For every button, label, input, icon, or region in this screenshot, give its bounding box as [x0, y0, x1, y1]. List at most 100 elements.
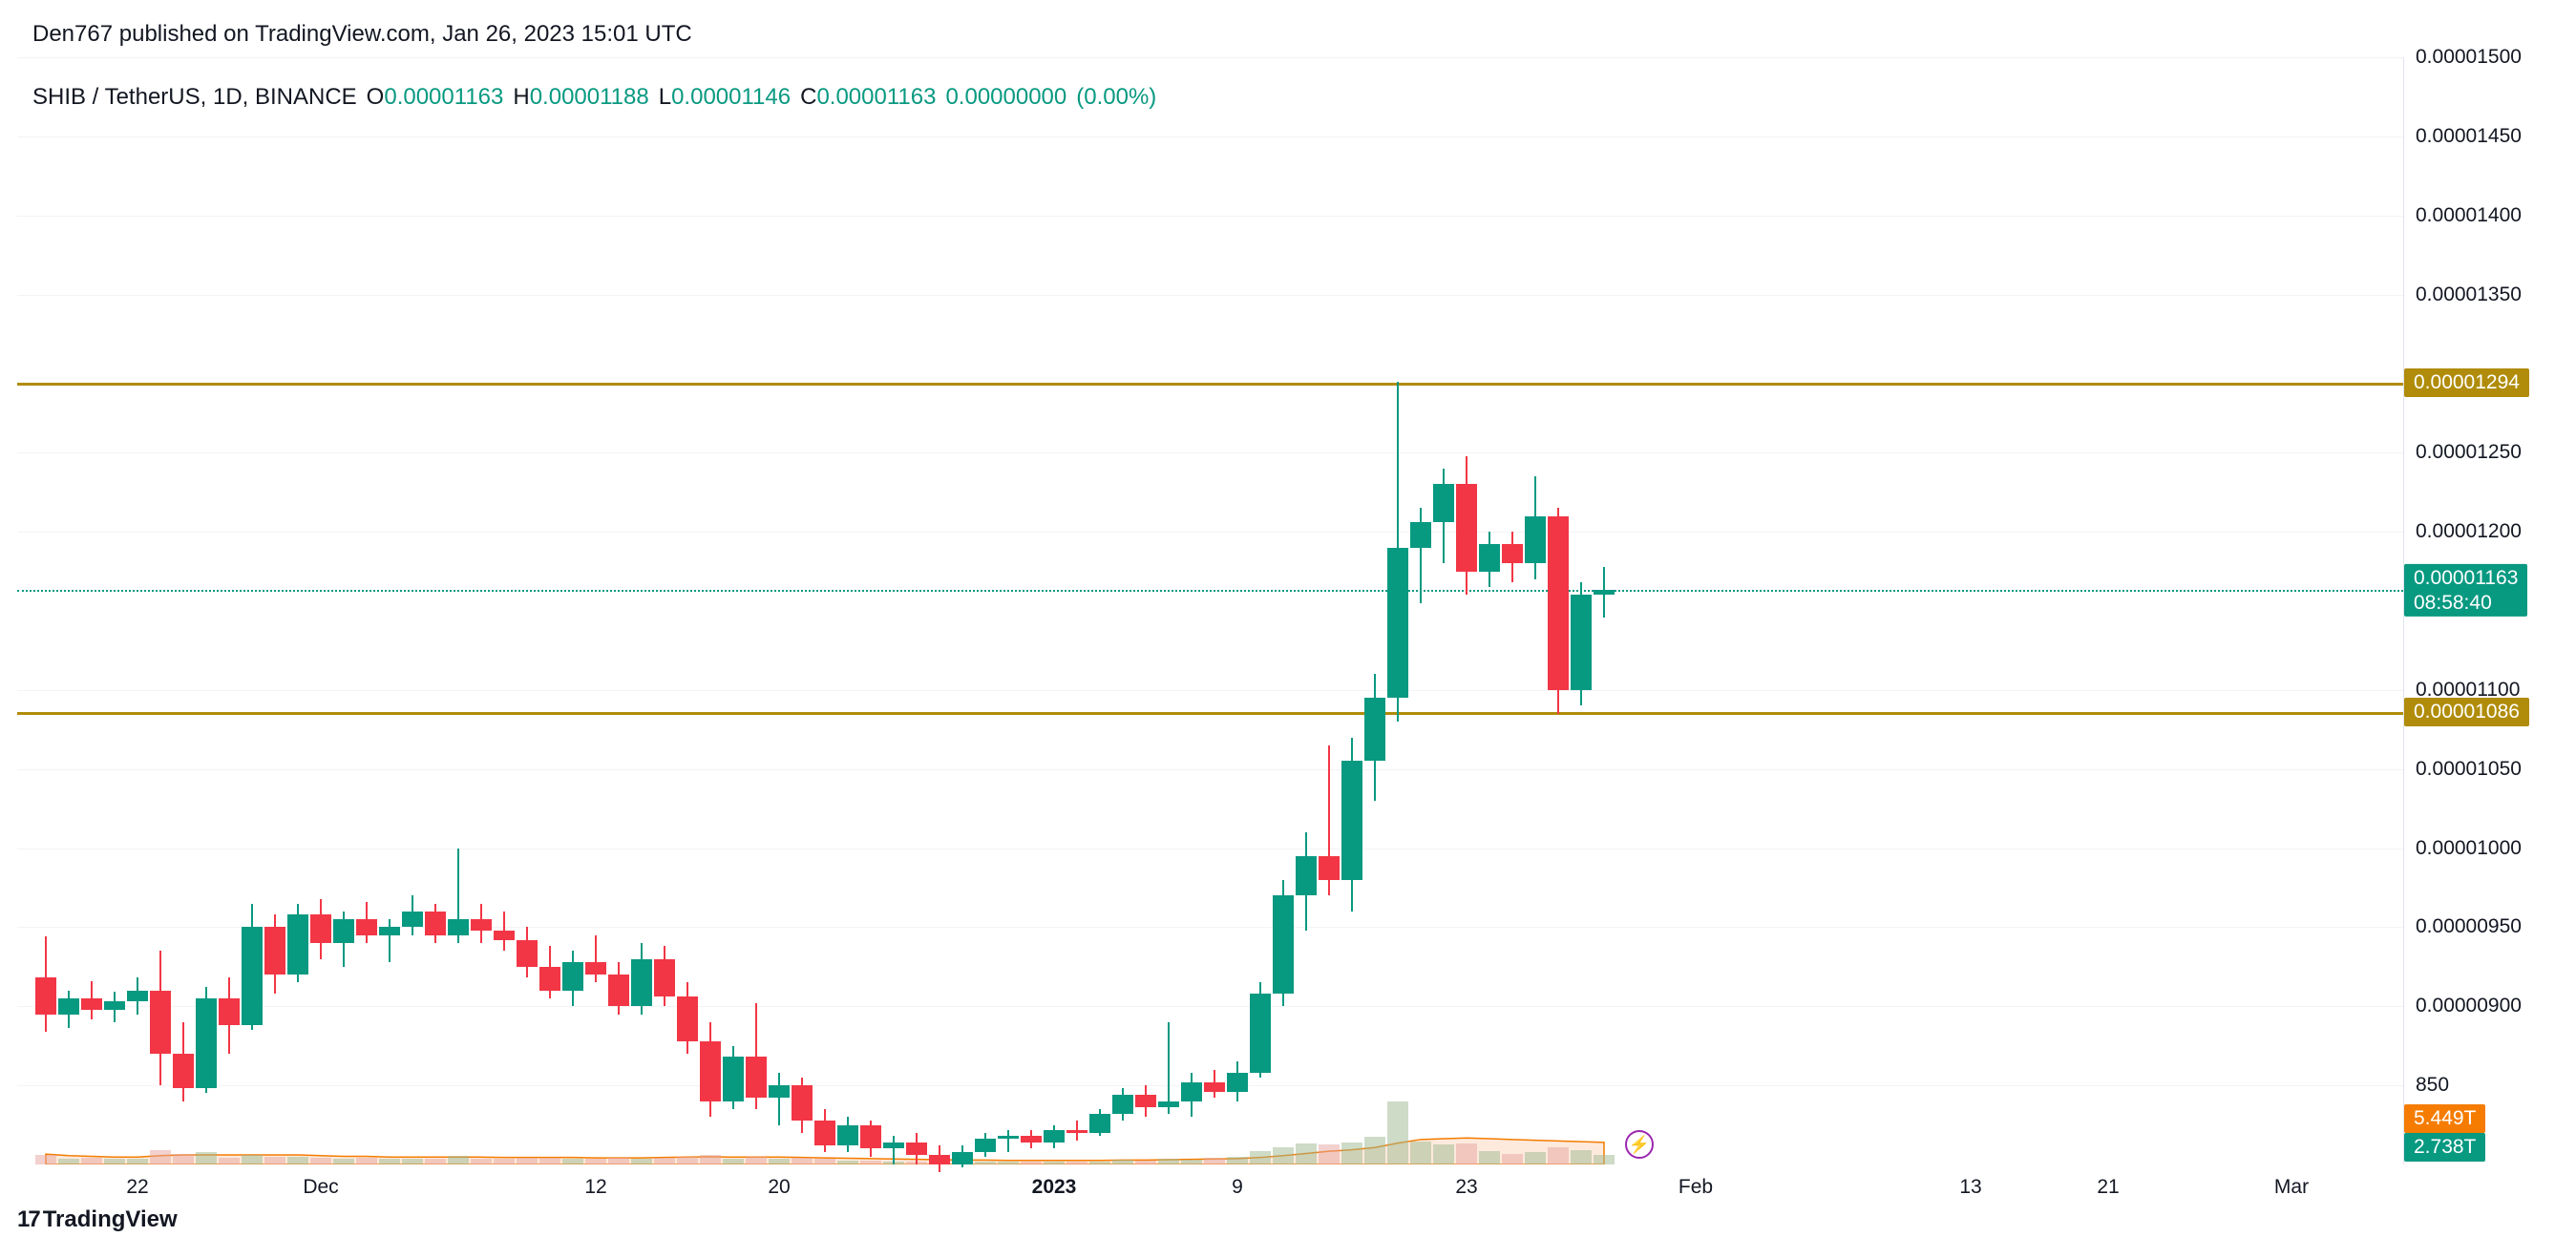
candle: [104, 57, 125, 1164]
price-chart[interactable]: ⚡: [17, 57, 2404, 1164]
candle: [35, 57, 56, 1164]
candle: [1044, 57, 1065, 1164]
candle: [1502, 57, 1523, 1164]
candle: [196, 57, 217, 1164]
candle: [1250, 57, 1271, 1164]
candle: [1112, 57, 1133, 1164]
yaxis-tick-label: 0.00001200: [2416, 520, 2522, 543]
candle: [539, 57, 560, 1164]
publish-timestamp: Jan 26, 2023 15:01 UTC: [442, 21, 692, 47]
candle: [1273, 57, 1294, 1164]
lightning-icon[interactable]: ⚡: [1625, 1130, 1654, 1159]
candle: [448, 57, 469, 1164]
candle: [1433, 57, 1454, 1164]
candle: [1066, 57, 1087, 1164]
publish-text: published on TradingView.com,: [119, 21, 436, 47]
candle: [929, 57, 950, 1164]
candle: [677, 57, 698, 1164]
candle: [1158, 57, 1179, 1164]
candle: [264, 57, 285, 1164]
xaxis-tick-label: 20: [768, 1176, 790, 1199]
candle: [494, 57, 515, 1164]
xaxis-tick-label: Dec: [303, 1176, 338, 1199]
candle: [746, 57, 767, 1164]
candle: [127, 57, 148, 1164]
candle: [1341, 57, 1362, 1164]
candle: [58, 57, 79, 1164]
candle: [837, 57, 858, 1164]
candle: [769, 57, 790, 1164]
yaxis-tick-label: 0.00000900: [2416, 995, 2522, 1017]
xaxis-tick-label: 2023: [1032, 1176, 1077, 1199]
candle: [287, 57, 308, 1164]
candle: [310, 57, 331, 1164]
hline-price-label: 0.00001086: [2404, 698, 2529, 726]
candle: [860, 57, 881, 1164]
candle: [1571, 57, 1592, 1164]
candle: [1227, 57, 1248, 1164]
tradingview-logo-icon: 17: [17, 1206, 35, 1233]
yaxis-tick-label: 0.00001350: [2416, 283, 2522, 306]
xaxis-tick-label: Feb: [1679, 1176, 1713, 1199]
candle: [654, 57, 675, 1164]
yaxis-tick-label: 0.00001400: [2416, 204, 2522, 227]
candle: [242, 57, 263, 1164]
volume-ma-label: 5.449T: [2404, 1104, 2485, 1133]
candle: [723, 57, 744, 1164]
xaxis-tick-label: Mar: [2274, 1176, 2309, 1199]
candle: [219, 57, 240, 1164]
xaxis-tick-label: 22: [126, 1176, 148, 1199]
volume-current-label: 2.738T: [2404, 1133, 2485, 1162]
xaxis-tick-label: 12: [584, 1176, 606, 1199]
candle: [333, 57, 354, 1164]
candle: [1135, 57, 1156, 1164]
candle: [1181, 57, 1202, 1164]
candle: [425, 57, 446, 1164]
candle: [814, 57, 835, 1164]
candle: [975, 57, 996, 1164]
hline-price-label: 0.00001294: [2404, 368, 2529, 397]
tradingview-label: TradingView: [43, 1206, 178, 1233]
yaxis-tick-label: 0.00001450: [2416, 125, 2522, 148]
yaxis-tick-label: 0.00001050: [2416, 758, 2522, 781]
candle: [1387, 57, 1408, 1164]
candle: [150, 57, 171, 1164]
candle: [81, 57, 102, 1164]
candle: [1021, 57, 1042, 1164]
xaxis-tick-label: 9: [1232, 1176, 1243, 1199]
candle: [585, 57, 606, 1164]
tradingview-attribution: 17 TradingView: [17, 1206, 178, 1233]
candle: [631, 57, 652, 1164]
publish-author: Den767: [32, 21, 113, 47]
yaxis-tick-label: 0.00001250: [2416, 441, 2522, 464]
publish-line: Den767 published on TradingView.com, Jan…: [32, 21, 692, 48]
candle: [998, 57, 1019, 1164]
candle: [1479, 57, 1500, 1164]
candle: [1319, 57, 1340, 1164]
candle: [471, 57, 492, 1164]
candle: [1594, 57, 1615, 1164]
candle: [883, 57, 904, 1164]
candle: [906, 57, 927, 1164]
candle: [402, 57, 423, 1164]
candle: [1525, 57, 1546, 1164]
xaxis-tick-label: 13: [1959, 1176, 1981, 1199]
yaxis-tick-label: 0.00001500: [2416, 46, 2522, 69]
candle: [700, 57, 721, 1164]
xaxis-tick-label: 21: [2097, 1176, 2119, 1199]
yaxis-tick-label: 0.00000950: [2416, 915, 2522, 938]
candle: [792, 57, 813, 1164]
candle: [608, 57, 629, 1164]
candle: [1364, 57, 1385, 1164]
yaxis-tick-label: 0.00001000: [2416, 837, 2522, 860]
xaxis-tick-label: 23: [1455, 1176, 1477, 1199]
candle: [952, 57, 973, 1164]
candle: [1456, 57, 1477, 1164]
yaxis-tick-label: 850: [2416, 1074, 2449, 1097]
candle: [1296, 57, 1317, 1164]
candle: [1089, 57, 1110, 1164]
candle: [562, 57, 583, 1164]
candle: [1548, 57, 1569, 1164]
current-price-label: 0.0000116308:58:40: [2404, 564, 2527, 616]
candle: [1204, 57, 1225, 1164]
